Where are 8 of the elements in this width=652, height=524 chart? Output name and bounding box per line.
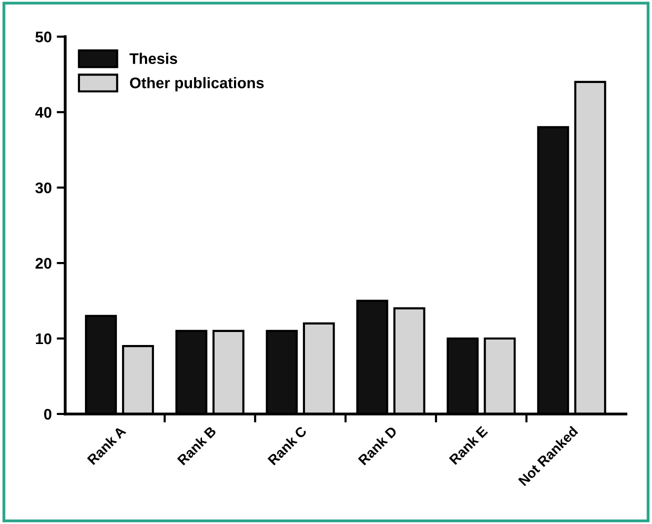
y-tick-label: 50 [35, 32, 52, 42]
legend-label: Other publications [130, 77, 264, 92]
y-tick-label: 0 [44, 408, 52, 420]
legend-label: Thesis [130, 52, 178, 64]
y-tick-label: 30 [35, 182, 52, 194]
y-tick-label: 40 [35, 107, 52, 118]
y-tick-label: 20 [36, 258, 52, 269]
y-tick-label: 10 [36, 333, 52, 344]
